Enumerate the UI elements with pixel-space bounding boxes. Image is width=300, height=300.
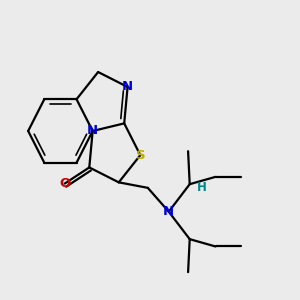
Text: S: S [136, 148, 145, 162]
Text: O: O [59, 177, 70, 190]
Text: N: N [122, 80, 133, 93]
Text: N: N [87, 124, 98, 137]
Text: N: N [163, 205, 174, 218]
Text: H: H [197, 181, 207, 194]
